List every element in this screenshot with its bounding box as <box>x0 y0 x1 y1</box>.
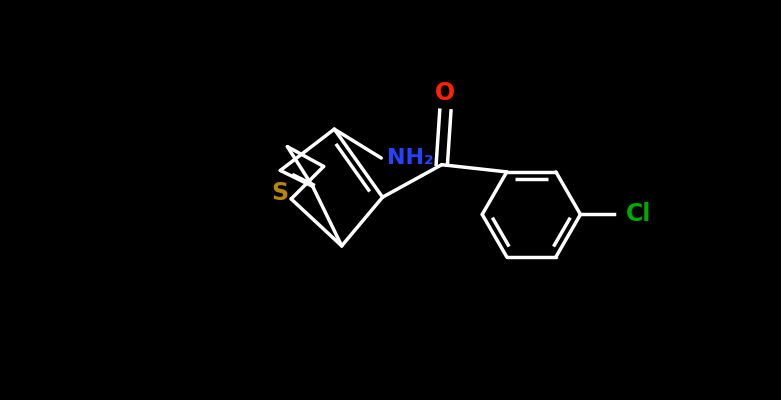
Text: NH₂: NH₂ <box>387 148 433 168</box>
Text: S: S <box>272 181 289 205</box>
Text: O: O <box>435 81 455 105</box>
Text: Cl: Cl <box>626 202 651 226</box>
